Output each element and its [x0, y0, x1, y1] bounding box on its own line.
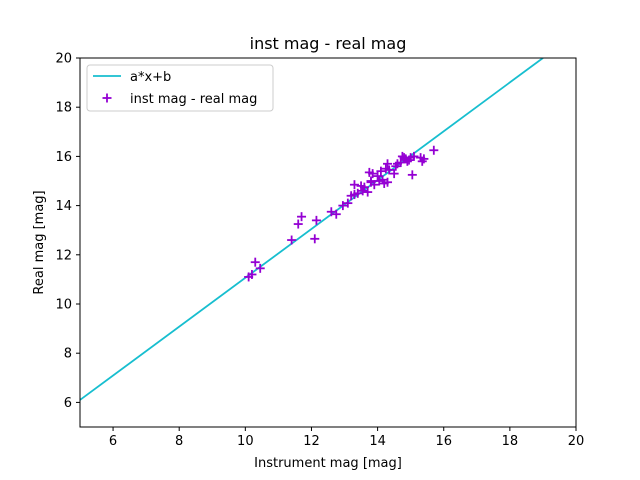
data-point — [255, 263, 265, 273]
data-point — [353, 188, 363, 198]
x-axis-label: Instrument mag [mag] — [254, 456, 402, 471]
data-point — [383, 177, 393, 187]
x-tick-label: 6 — [109, 434, 117, 449]
data-point — [338, 201, 348, 211]
data-point — [389, 169, 399, 179]
data-point — [359, 182, 369, 192]
y-tick-label: 8 — [64, 347, 72, 362]
y-axis-label: Real mag [mag] — [32, 190, 47, 294]
data-point — [363, 187, 373, 197]
y-tick-label: 18 — [55, 101, 72, 116]
x-tick-label: 14 — [369, 434, 386, 449]
data-point — [311, 215, 321, 225]
data-point — [310, 234, 320, 244]
legend-frame — [86, 64, 274, 112]
data-point — [250, 257, 260, 267]
data-point — [343, 198, 353, 208]
data-point — [326, 207, 336, 217]
legend: a*x+b inst mag - real mag — [86, 64, 274, 112]
data-point — [331, 209, 341, 219]
data-point — [293, 219, 303, 229]
data-point — [383, 159, 393, 169]
data-point — [384, 165, 394, 175]
x-tick-label: 12 — [303, 434, 320, 449]
x-tick-label: 8 — [175, 434, 183, 449]
data-point — [247, 269, 257, 279]
data-point — [297, 212, 307, 222]
chart-title: inst mag - real mag — [250, 34, 407, 53]
legend-marker-swatch — [102, 93, 112, 103]
y-tick-label: 14 — [55, 199, 72, 214]
y-tick-label: 16 — [55, 150, 72, 165]
x-tick-label: 16 — [435, 434, 452, 449]
y-tick-label: 12 — [55, 248, 72, 263]
data-point — [349, 180, 359, 190]
data-point — [287, 235, 297, 245]
data-point — [429, 145, 439, 155]
x-tick-label: 10 — [237, 434, 254, 449]
legend-label-fit: a*x+b — [130, 70, 171, 85]
y-tick-label: 6 — [64, 396, 72, 411]
data-point — [376, 166, 386, 176]
legend-plus-marker — [102, 93, 112, 103]
x-tick-label: 18 — [502, 434, 519, 449]
data-point — [368, 169, 378, 179]
x-tick-label: 20 — [568, 434, 585, 449]
axes-frame — [79, 57, 577, 428]
data-point — [419, 154, 429, 164]
data-point — [396, 158, 406, 168]
data-point — [409, 151, 419, 161]
data-point — [373, 171, 383, 181]
plot-area — [80, 58, 544, 401]
axis-ticks: 6 8 10 12 14 16 18 20 6 8 10 12 14 16 18 20 — [55, 52, 584, 450]
fit-line — [80, 58, 544, 401]
legend-label-points: inst mag - real mag — [130, 92, 257, 107]
y-tick-label: 20 — [55, 52, 72, 67]
data-point — [407, 170, 417, 180]
y-tick-label: 10 — [55, 298, 72, 313]
data-point — [369, 180, 379, 190]
